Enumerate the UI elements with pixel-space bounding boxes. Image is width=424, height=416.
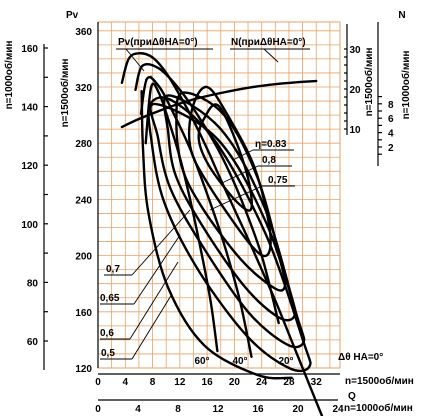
pv-tick-1000: 100 [21,220,38,231]
n-1500-label: n=1500об/мин [363,48,375,117]
eff-05-leader [131,293,173,360]
q-tick-1000: 24 [332,404,344,415]
efficiency-label-3: 0,7 [106,264,120,275]
grid [97,21,341,369]
guide-vane-label-1: 40° [232,356,247,367]
pv-tick-1500: 240 [75,195,92,206]
n-tick-1500: 10 [349,125,361,136]
curves [120,52,324,416]
eff-083-leader [232,149,254,161]
efficiency-label-5: 0,6 [100,328,114,339]
pv-tick-1500: 160 [75,308,92,319]
q-tick-1500: 0 [95,377,101,388]
n-tick-1000: 6 [388,114,394,125]
guide-vane-curve-1 [139,76,253,358]
eff-06-leader [129,261,179,340]
pv-tick-1500: 320 [75,83,92,94]
n-curve [120,79,318,129]
efficiency-curve-6 [140,90,293,380]
axes: Pv1201602002402803203606080100120140160n… [3,10,414,415]
q-axis-title: Q [348,391,356,402]
q-tick-1000: 16 [252,404,264,415]
pv-tick-1000: 160 [21,44,38,55]
efficiency-curve-4 [149,102,306,349]
guide-vane-label-0: 20° [278,356,293,367]
q-tick-1500: 20 [229,377,241,388]
q-tick-1500: 28 [283,377,295,388]
eff-065-leader [133,234,181,305]
n-tick-1000: 2 [388,143,394,154]
peak-marker [144,75,155,83]
n-tick-1500: 20 [349,85,361,96]
plot-frame [97,21,341,369]
pv-tick-1500: 120 [75,364,92,375]
n-curve-label: N(приΔθНА=0°) [231,37,306,48]
q-tick-1000: 4 [135,404,141,415]
pv-axis-title: Pv [66,10,79,21]
pv-tick-1500: 280 [75,139,92,150]
pv-tick-1500: 360 [75,27,92,38]
n-tick-1000: 4 [388,129,394,140]
q-1500-label: n=1500об/мин [345,375,414,387]
pv-tick-1000: 120 [21,161,38,172]
q-tick-1500: 32 [311,377,323,388]
q-tick-1500: 24 [256,377,268,388]
eff-07-leader [131,209,191,276]
efficiency-label-6: 0,5 [101,348,115,359]
q-tick-1000: 0 [95,404,101,415]
efficiency-label-1: 0,8 [262,155,276,166]
q-tick-1500: 8 [150,377,156,388]
q-tick-1500: 12 [174,377,186,388]
q-tick-1000: 8 [175,404,181,415]
guide-vane-curve-0 [134,63,280,325]
efficiency-label-4: 0,65 [100,293,120,304]
q-tick-1500: 4 [122,377,128,388]
curve-labels: Pv(приΔθНА=0°) N(приΔθНА=0°) η=0.83 0,8 0,75… [100,37,383,367]
n-tick-1500: 30 [349,45,361,56]
efficiency-label-0: η=0.83 [255,139,287,150]
pv-label-leader [125,48,145,72]
pv-tick-1000: 60 [27,337,39,348]
n-tick-1000: 8 [388,100,394,111]
n-label-leader [263,48,279,63]
q-1000-label: n=1000об/мин [344,402,413,414]
eff-075-leader [209,185,263,211]
pv-tick-1500: 200 [75,252,92,263]
pv-curve-label: Pv(приΔθНА=0°) [118,37,198,48]
pv-tick-1000: 80 [27,278,39,289]
guide-vane-label-2: 60° [194,356,209,367]
guide-vane-curve-2 [144,82,219,353]
q-tick-1000: 20 [292,404,304,415]
pv-1500-label: n=1500об/мин [59,59,71,128]
q-tick-1000: 12 [212,404,224,415]
n-axis-title: N [398,10,405,21]
n-1000-label: n=1000об/мин [400,51,412,120]
q-tick-1500: 16 [202,377,214,388]
pv-tick-1000: 140 [21,103,38,114]
pv-1000-label: n=1000об/мин [3,41,15,110]
delta-theta-annotation: Δθ НА=0° [338,352,383,363]
efficiency-label-2: 0,75 [268,175,288,186]
eff-08-leader [221,165,259,184]
pv-curve [120,52,324,416]
